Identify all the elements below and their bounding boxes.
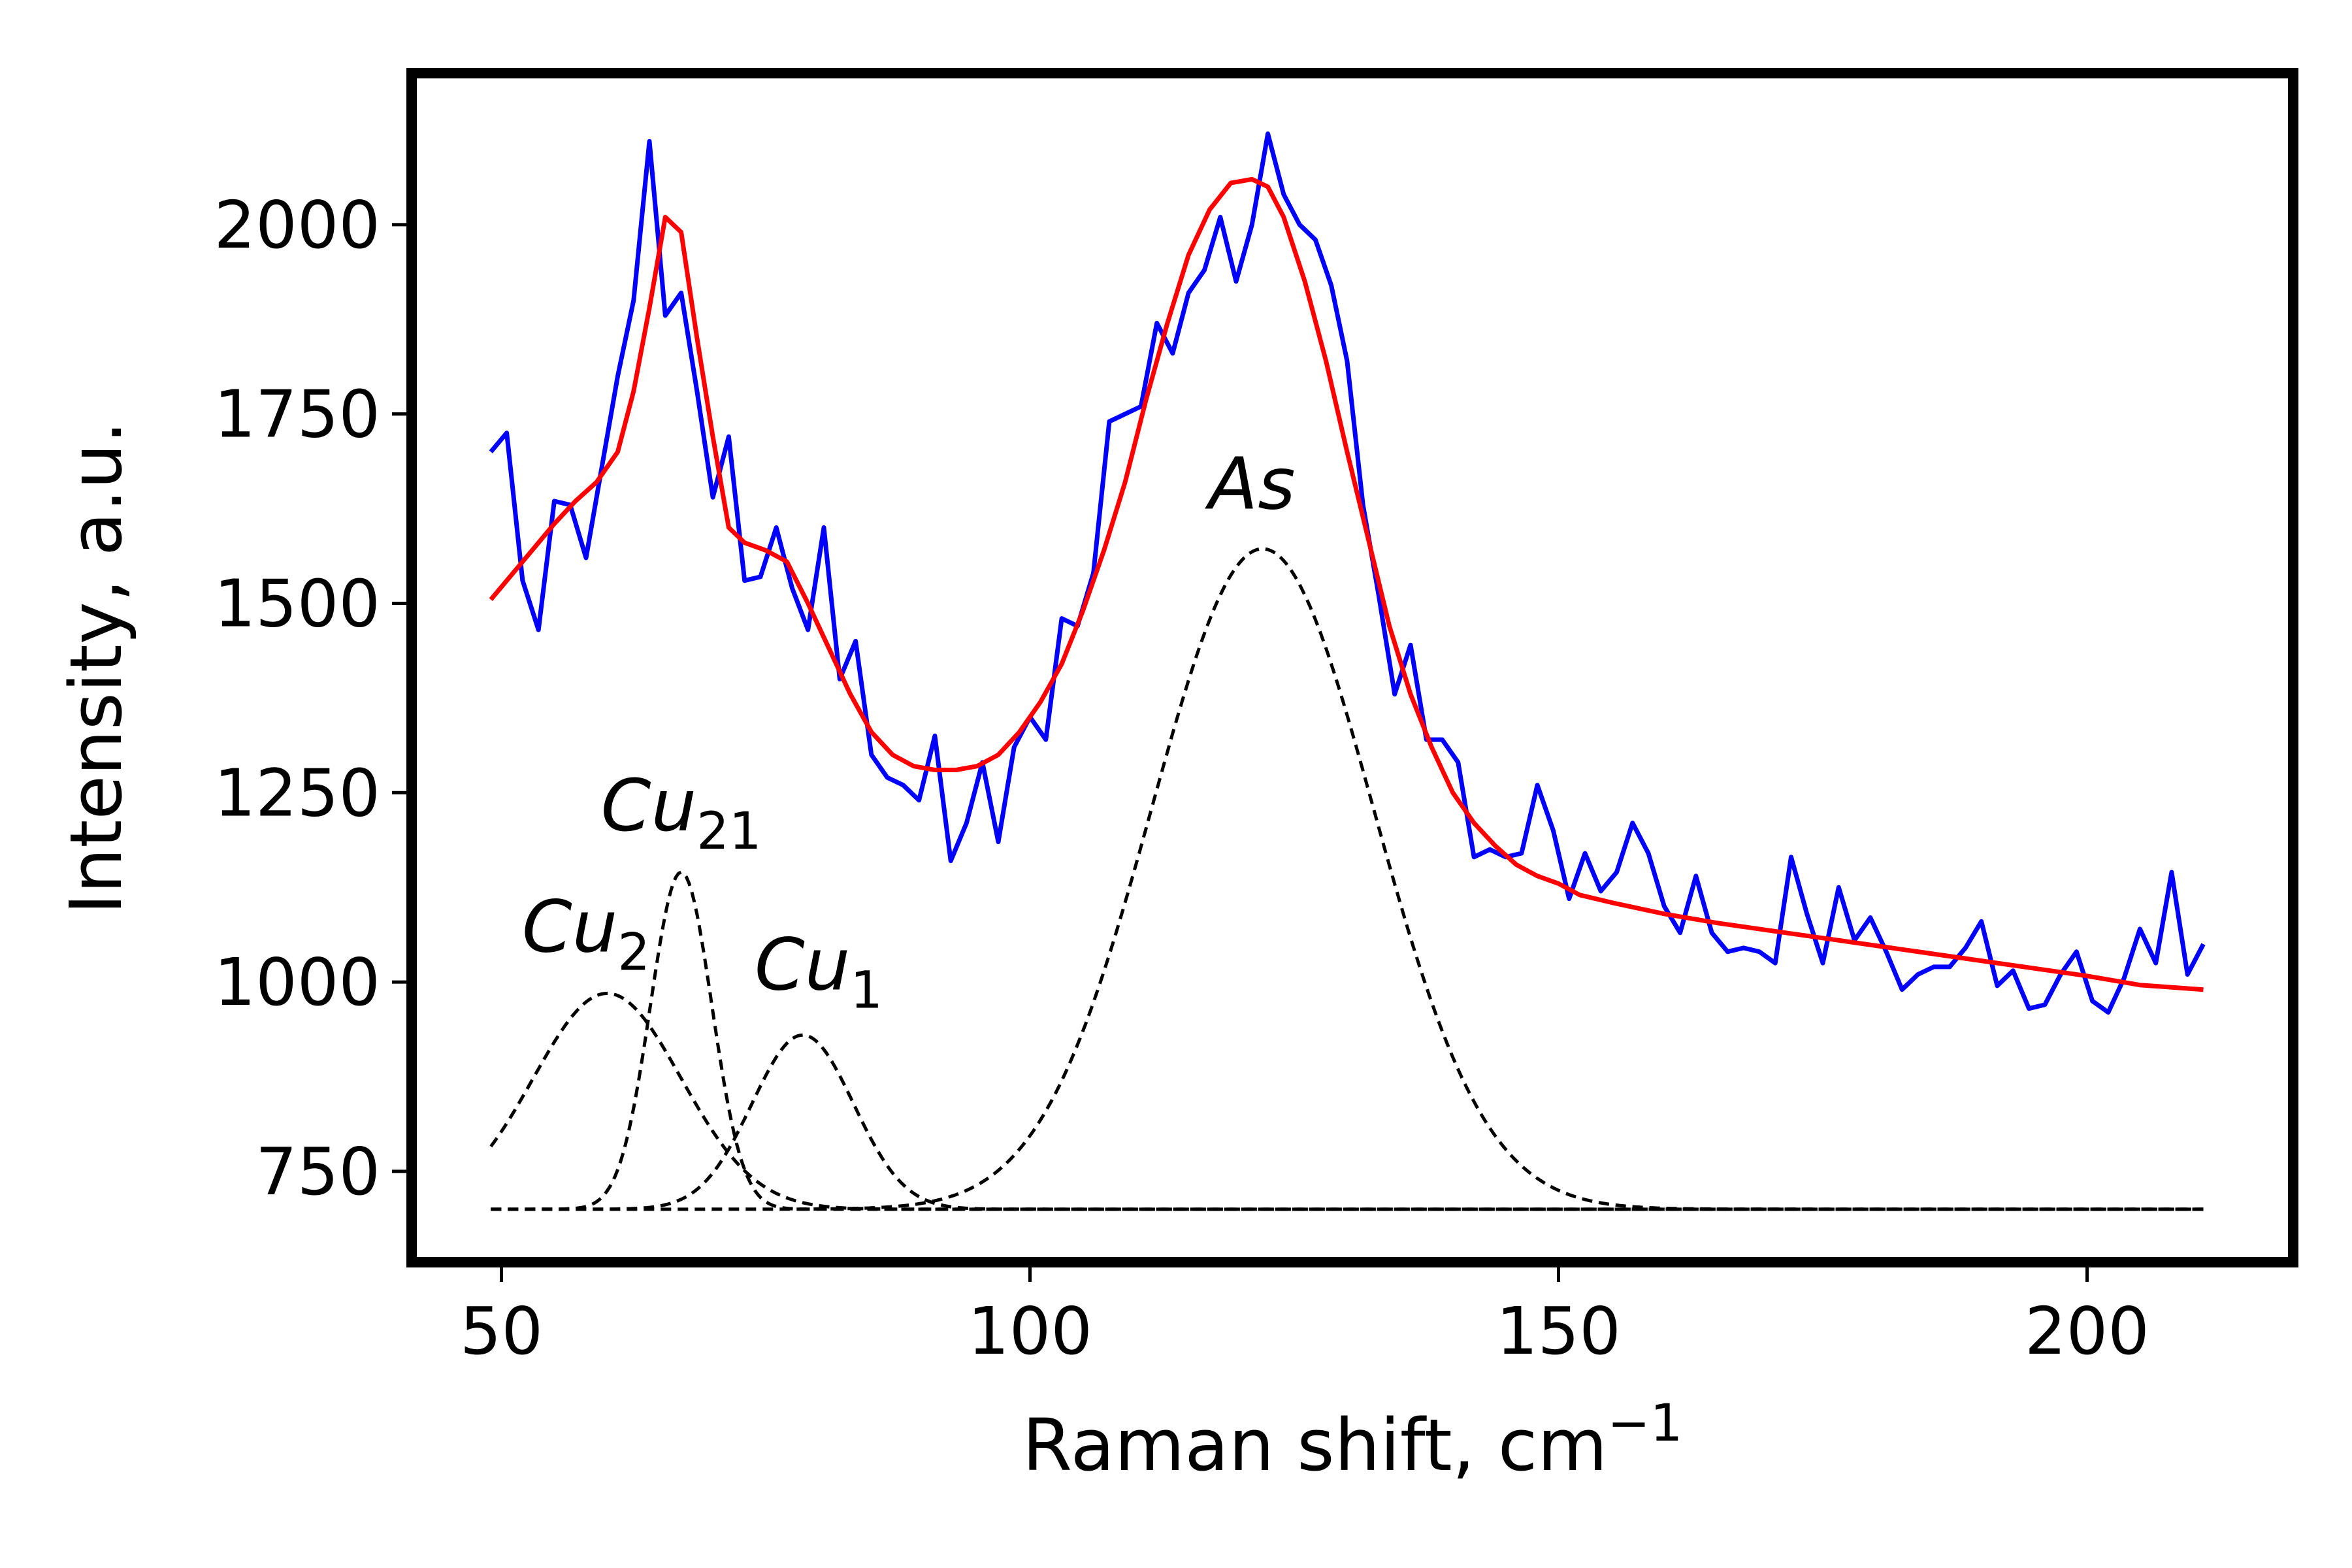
peak-label-cu1: Cu1 [755, 923, 883, 1021]
fit-curve [489, 176, 2204, 992]
peak-label-as: As [1205, 442, 1296, 526]
y-axis-label: Intensity, a.u. [54, 421, 138, 915]
x-axis-label-superscript: −1 [1607, 1394, 1682, 1453]
component-curve-as [491, 547, 2204, 1211]
ticks-layer: 50 100 150 200 750 1000 1250 1500 1750 2000 [214, 187, 2149, 1369]
x-tick-label: 200 [2025, 1293, 2149, 1369]
x-tick-label: 150 [1496, 1293, 1621, 1369]
y-tick-label: 750 [255, 1134, 380, 1210]
peak-label-base: Cu [601, 764, 697, 847]
peak-label-subscript: 21 [696, 802, 761, 861]
measured-spectrum-line [489, 131, 2206, 1015]
peak-label-cu2: Cu2 [522, 885, 650, 983]
x-axis-label-text: Raman shift, cm [1022, 1403, 1608, 1487]
component-curve-cu21 [491, 870, 2204, 1211]
y-tick-label: 1750 [214, 376, 381, 453]
peak-label-cu21: Cu21 [601, 764, 762, 861]
y-tick-label: 1250 [214, 755, 381, 831]
x-axis-label: Raman shift, cm−1 [1022, 1394, 1683, 1487]
y-tick-label: 1500 [214, 565, 381, 642]
peak-label-base: As [1205, 442, 1296, 526]
x-tick-label: 100 [968, 1293, 1092, 1369]
series-layer [489, 131, 2206, 1211]
plot-frame [406, 68, 2298, 1267]
component-curve-cu1 [491, 1033, 2204, 1211]
y-tick-label: 1000 [214, 944, 381, 1021]
peak-label-subscript: 1 [850, 962, 883, 1021]
peak-label-subscript: 2 [617, 924, 650, 983]
y-tick-label: 2000 [214, 187, 381, 263]
peak-label-base: Cu [755, 923, 851, 1007]
x-tick-label: 50 [460, 1293, 543, 1369]
peak-label-base: Cu [522, 885, 618, 969]
